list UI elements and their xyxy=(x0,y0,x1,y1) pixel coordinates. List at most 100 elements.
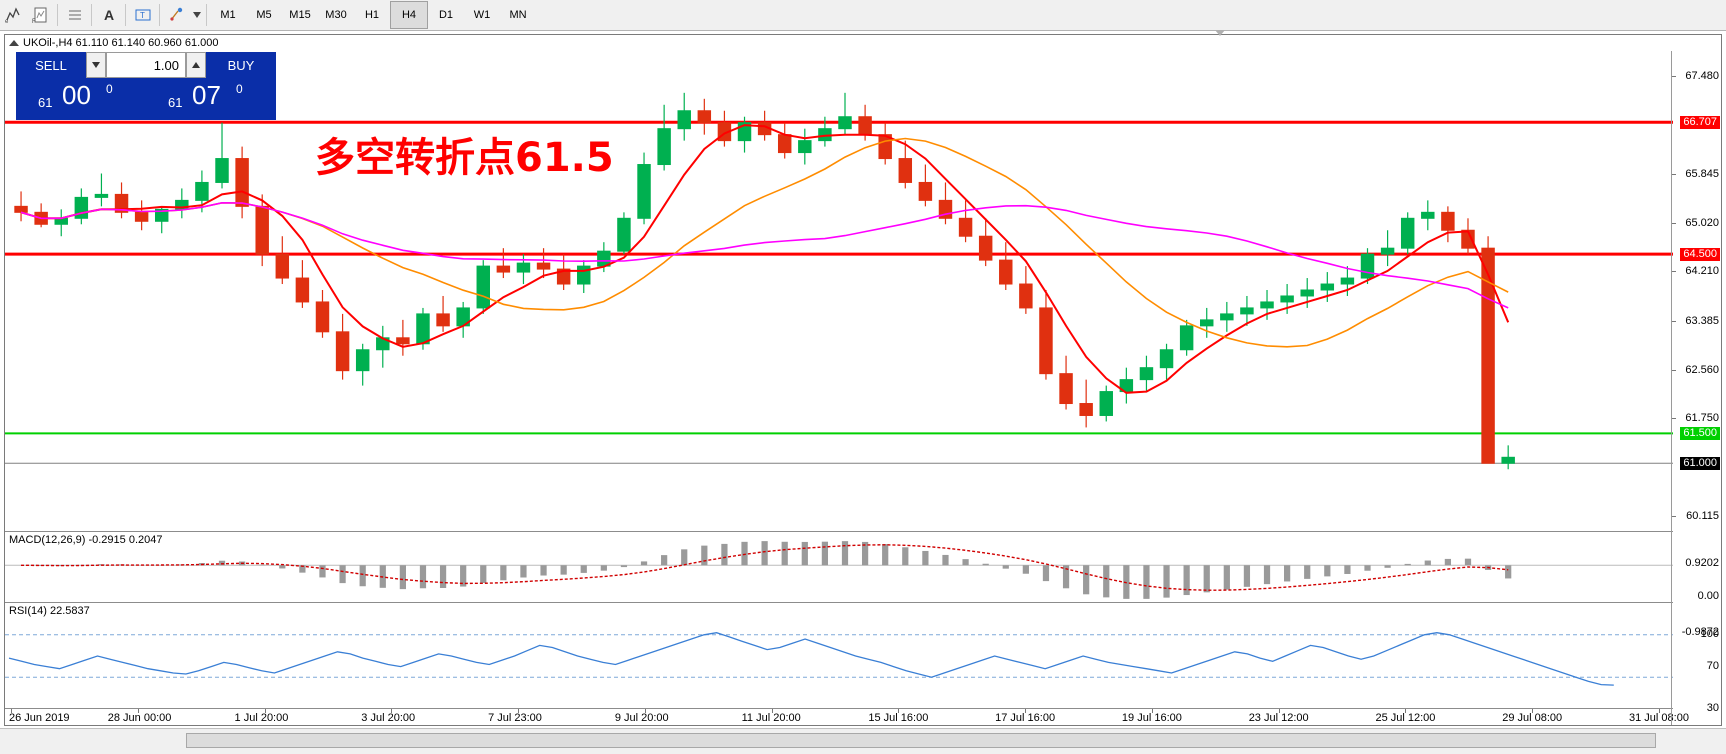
svg-text:T: T xyxy=(140,11,145,20)
buy-price-main: 07 xyxy=(192,80,221,110)
horizontal-scrollbar[interactable] xyxy=(0,728,1726,754)
price-tick-label: 60.115 xyxy=(1686,510,1719,523)
buy-price-prefix: 61 xyxy=(168,95,183,110)
time-tick-mark xyxy=(1659,709,1660,713)
time-tick-mark xyxy=(11,709,12,713)
time-tick-mark xyxy=(137,709,139,713)
time-tick-label: 17 Jul 16:00 xyxy=(995,712,1056,724)
collapse-triangle-icon[interactable] xyxy=(9,40,19,46)
time-tick-label: 9 Jul 20:00 xyxy=(614,712,669,724)
toolbar-separator xyxy=(206,4,207,26)
sell-price-sup: 0 xyxy=(106,82,113,96)
timeframe-m15[interactable]: M15 xyxy=(289,9,311,21)
time-tick-label: 29 Jul 08:00 xyxy=(1502,712,1563,724)
time-tick-mark xyxy=(898,709,900,713)
price-tag-last-price[interactable]: 61.000 xyxy=(1680,457,1720,471)
timeframe-h4[interactable]: H4 xyxy=(390,1,428,29)
rsi-tick-label: 70 xyxy=(1706,659,1719,672)
sell-price-main: 00 xyxy=(62,80,91,110)
symbol-ohlc-label: UKOil-,H4 61.110 61.140 60.960 61.000 xyxy=(23,37,219,49)
newchart-icon[interactable]: F xyxy=(28,2,54,28)
price-plot[interactable] xyxy=(5,51,1673,529)
main-toolbar: e F A T M1 M5 M15 M30 H1 H4 D1 W1 MN xyxy=(0,0,1726,31)
macd-tick-label: -0.9872 xyxy=(1681,626,1719,638)
rsi-plot[interactable]: RSI(14) 22.5837 xyxy=(5,602,1673,709)
price-axis[interactable]: 67.480 65.845 65.020 64.210 63.385 62.560 61.7… xyxy=(1671,51,1721,746)
time-tick-label: 28 Jun 00:00 xyxy=(107,712,172,724)
price-tag-support-line[interactable]: 61.500 xyxy=(1680,427,1720,441)
timeframe-m1[interactable]: M1 xyxy=(220,9,236,21)
timeframe-d1[interactable]: D1 xyxy=(438,9,454,21)
price-tick-mark xyxy=(1672,370,1676,372)
price-tick-mark xyxy=(1672,173,1676,175)
time-tick-mark xyxy=(1025,709,1027,713)
chevron-down-icon[interactable] xyxy=(191,2,203,28)
trade-panel-quotes-row: 61 00 0 61 07 0 xyxy=(16,78,276,120)
price-tick-label: 63.385 xyxy=(1685,314,1719,327)
time-tick-mark xyxy=(644,709,646,713)
toolbar-separator xyxy=(91,4,92,26)
price-tag-resistance-line[interactable]: 64.500 xyxy=(1680,248,1720,262)
time-tick-label: 23 Jul 12:00 xyxy=(1248,712,1309,724)
timeframe-mn[interactable]: MN xyxy=(509,9,527,21)
chevron-up-icon xyxy=(192,62,200,68)
time-tick-label: 19 Jul 16:00 xyxy=(1121,712,1182,724)
price-tick-label: 65.845 xyxy=(1685,167,1719,180)
time-tick-label: 26 Jun 2019 xyxy=(9,712,70,724)
price-tick-label: 65.020 xyxy=(1685,217,1719,230)
toolbar-separator xyxy=(57,4,58,26)
time-tick-label: 31 Jul 08:00 xyxy=(1629,712,1689,724)
label-icon[interactable]: T xyxy=(130,2,156,28)
time-tick-mark xyxy=(264,709,266,713)
price-tick-mark xyxy=(1672,76,1676,78)
time-tick-label: 3 Jul 20:00 xyxy=(361,712,416,724)
grid-icon[interactable] xyxy=(62,2,88,28)
price-tick-mark xyxy=(1672,418,1676,420)
macd-tick-label: 0.00 xyxy=(1697,590,1719,603)
timeframe-m30[interactable]: M30 xyxy=(325,9,347,21)
one-click-trading-panel[interactable]: SELL 1.00 BUY 61 00 0 61 07 0 xyxy=(16,52,276,120)
macd-plot[interactable]: MACD(12,26,9) -0.2915 0.2047 xyxy=(5,531,1673,601)
rsi-tick-label: 100 xyxy=(1700,628,1719,640)
sell-button[interactable]: SELL xyxy=(16,52,86,78)
charts-icon[interactable]: e xyxy=(1,2,27,28)
time-tick-label: 1 Jul 20:00 xyxy=(234,712,289,724)
macd-tick-label: 0.9202 xyxy=(1685,557,1719,569)
timeframe-m5[interactable]: M5 xyxy=(256,9,272,21)
time-tick-label: 7 Jul 23:00 xyxy=(488,712,542,724)
time-tick-mark xyxy=(1151,709,1153,713)
svg-text:F: F xyxy=(32,19,36,24)
buy-price-quote[interactable]: 61 07 0 xyxy=(146,78,276,120)
chart-window[interactable]: UKOil-,H4 61.110 61.140 60.960 61.000 MA… xyxy=(4,34,1722,746)
timeframe-h1[interactable]: H1 xyxy=(364,9,380,21)
price-tick-mark xyxy=(1672,516,1676,518)
time-tick-label: 11 Jul 20:00 xyxy=(741,712,801,724)
sell-price-prefix: 61 xyxy=(38,95,53,110)
sell-price-quote[interactable]: 61 00 0 xyxy=(16,78,146,120)
volume-decrement-button[interactable] xyxy=(86,52,106,78)
buy-price-sup: 0 xyxy=(236,82,243,96)
volume-increment-button[interactable] xyxy=(186,52,206,78)
symbol-info-row: UKOil-,H4 61.110 61.140 60.960 61.000 xyxy=(5,35,1721,51)
timeframe-w1[interactable]: W1 xyxy=(473,9,491,21)
toolbar-separator xyxy=(125,4,126,26)
price-tick-label: 64.210 xyxy=(1685,265,1719,278)
price-tick-mark xyxy=(1672,271,1676,273)
svg-text:e: e xyxy=(5,19,9,24)
drawings-icon[interactable] xyxy=(164,2,190,28)
scrollbar-thumb[interactable] xyxy=(186,733,1656,748)
price-tag-resistance-line[interactable]: 66.707 xyxy=(1680,116,1720,130)
time-tick-mark xyxy=(1405,709,1407,713)
price-tick-mark xyxy=(1672,223,1676,225)
trade-panel-top-row: SELL 1.00 BUY xyxy=(16,52,276,78)
buy-button[interactable]: BUY xyxy=(206,52,276,78)
time-tick-mark xyxy=(391,709,393,713)
macd-label: MACD(12,26,9) -0.2915 0.2047 xyxy=(9,534,163,546)
text-icon[interactable]: A xyxy=(103,7,115,23)
rsi-tick-label: 30 xyxy=(1706,702,1719,715)
price-tick-label: 67.480 xyxy=(1685,70,1719,83)
volume-input[interactable]: 1.00 xyxy=(106,52,186,78)
rsi-label: RSI(14) 22.5837 xyxy=(9,605,90,617)
price-tick-mark xyxy=(1672,320,1676,322)
price-tick-label: 61.750 xyxy=(1685,412,1719,425)
